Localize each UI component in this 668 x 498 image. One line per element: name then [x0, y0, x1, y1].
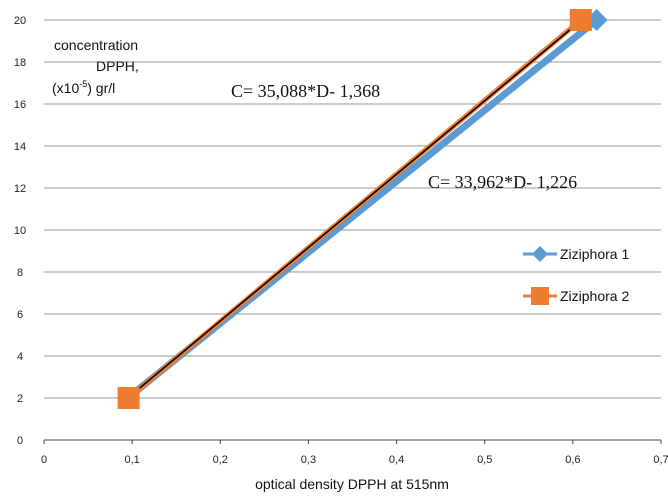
y-tick-label: 6: [17, 309, 23, 321]
legend-item-ziziphora-1: Ziziphora 1: [523, 246, 629, 262]
x-axis-label: optical density DPPH at 515nm: [255, 476, 449, 492]
y-axis-label-line1: concentration: [54, 37, 138, 53]
x-tick-label: 0,2: [213, 454, 228, 466]
x-tick-label: 0,5: [477, 454, 492, 466]
data-point-square: [569, 9, 592, 31]
y-axis-label-unit-open: (x10: [52, 80, 79, 96]
x-tick-label: 0,1: [124, 454, 139, 466]
legend-label-ziziphora-1: Ziziphora 1: [560, 246, 629, 262]
trendline: [127, 19, 583, 399]
y-tick-label: 14: [14, 141, 26, 153]
data-point-square: [117, 387, 140, 409]
y-tick-label: 2: [17, 393, 23, 405]
y-axis-label-line3: (x10-5) gr/l: [52, 79, 115, 96]
y-tick-label: 8: [17, 267, 23, 279]
y-tick-label: 16: [14, 99, 26, 111]
equation-annotation-1: C= 35,088*D- 1,368: [231, 81, 380, 101]
y-tick-labels: 0 2 4 6 8 10 12 14 16 18 20: [14, 15, 26, 447]
y-tick-label: 18: [14, 57, 26, 69]
series-layer: [116, 9, 608, 409]
x-tick-label: 0,4: [389, 454, 404, 466]
x-tick-label: 0: [41, 454, 47, 466]
equation-annotation-2: C= 33,962*D- 1,226: [428, 172, 577, 192]
legend-item-ziziphora-2: Ziziphora 2: [523, 287, 629, 305]
y-axis-label-unit-close: ) gr/l: [87, 80, 115, 96]
legend: Ziziphora 1 Ziziphora 2: [523, 246, 629, 305]
legend-label-ziziphora-2: Ziziphora 2: [560, 288, 629, 304]
y-tick-label: 0: [17, 435, 23, 447]
x-tick-label: 0,6: [565, 454, 580, 466]
legend-marker-diamond: [532, 246, 548, 262]
x-tick-label: 0,7: [653, 454, 668, 466]
x-tick-labels: 0 0,1 0,2 0,3 0,4 0,5 0,6 0,7: [41, 454, 668, 466]
y-tick-label: 12: [14, 183, 26, 195]
y-tick-label: 20: [14, 15, 26, 27]
legend-marker-square: [531, 287, 549, 305]
x-tick-label: 0,3: [301, 454, 316, 466]
gridlines: [43, 19, 662, 444]
y-axis-label-line2: DPPH,: [96, 58, 139, 74]
y-tick-label: 10: [14, 225, 26, 237]
y-tick-label: 4: [17, 351, 23, 363]
y-axis-label-exponent: -5: [79, 79, 87, 89]
